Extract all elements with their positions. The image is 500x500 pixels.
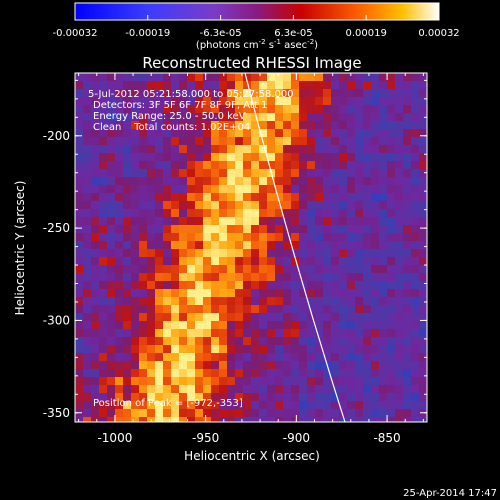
- footer-timestamp: 25-Apr-2014 17:47: [403, 488, 497, 499]
- axis-ticks: [75, 73, 427, 422]
- plot-title: Reconstructed RHESSI Image: [142, 54, 361, 72]
- x-tick-label: -1000: [97, 431, 132, 445]
- colorbar: [74, 2, 440, 21]
- image-map: [75, 73, 427, 422]
- colorbar-tick-label: 6.3e-05: [274, 28, 312, 39]
- colorbar-unit-label: (photons cm-2 s-1 asec-2): [196, 38, 318, 51]
- colorbar-tick-label: 0.00019: [346, 28, 387, 39]
- solar-limb-line: [244, 73, 346, 422]
- colorbar-tick-label: -0.00019: [125, 28, 170, 39]
- x-axis-label: Heliocentric X (arcsec): [184, 449, 320, 463]
- x-tick-labels: -1000 -950 -900 -850: [97, 431, 400, 445]
- x-tick-label: -950: [192, 431, 219, 445]
- plot-frame: [74, 72, 428, 423]
- colorbar-tick-labels: -0.00032 -0.00019 -6.3e-05 6.3e-05 0.00019 0.…: [53, 28, 460, 39]
- colorbar-tick-label: -0.00032: [53, 28, 98, 39]
- method-counts-text: Clean Total counts: 1.02E+04: [93, 122, 250, 133]
- detectors-text: Detectors: 3F 5F 6F 7F 8F 9F, Att 1: [93, 100, 267, 111]
- colorbar-ticks: [74, 15, 440, 20]
- y-tick-label: -250: [43, 221, 70, 235]
- peak-position-text: Position of Peak = [-972,-353]: [93, 398, 243, 409]
- y-tick-label: -200: [43, 129, 70, 143]
- colorbar-tick-label: 0.00032: [418, 28, 459, 39]
- y-tick-labels: -200 -250 -300 -350: [43, 129, 70, 420]
- energy-range-text: Energy Range: 25.0 - 50.0 keV: [93, 111, 246, 122]
- colorbar-tick-label: -6.3e-05: [200, 28, 242, 39]
- time-range-text: 5-Jul-2012 05:21:58.000 to 05:27:58.000: [88, 89, 294, 100]
- y-tick-label: -350: [43, 406, 70, 420]
- y-tick-label: -300: [43, 313, 70, 327]
- x-tick-label: -900: [283, 431, 310, 445]
- x-tick-label: -850: [373, 431, 400, 445]
- y-axis-label: Heliocentric Y (arcsec): [13, 181, 27, 316]
